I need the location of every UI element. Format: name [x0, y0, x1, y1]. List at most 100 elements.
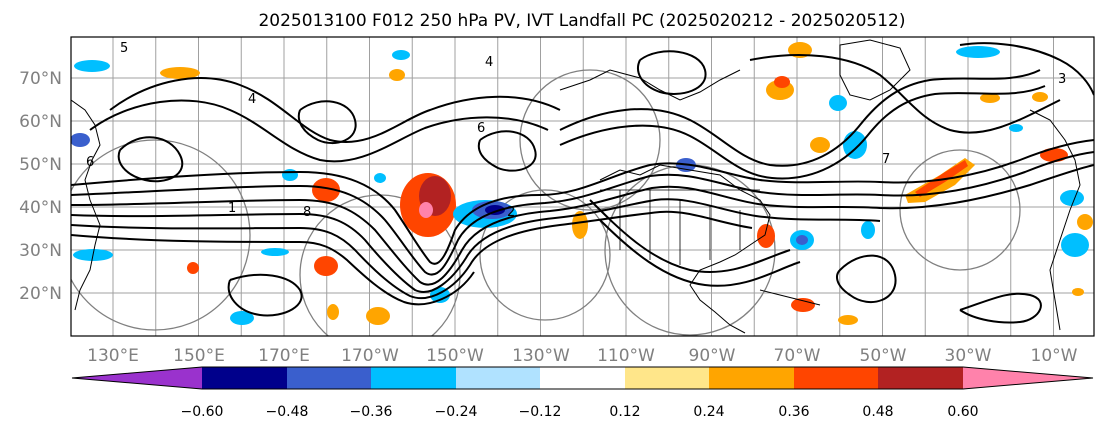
pv-anomaly-fill: [829, 95, 847, 111]
map-frame: [70, 36, 1095, 337]
lat-tick-label: 40°N: [19, 198, 62, 218]
contour-label: 6: [477, 121, 485, 136]
colorbar-tick-label: −0.12: [519, 404, 562, 420]
contour-label: 5: [120, 41, 128, 56]
pv-anomaly-fill: [1077, 214, 1093, 230]
pv-contours: [71, 42, 1094, 324]
colorbar-bin: [709, 367, 794, 389]
great-circle-1: [71, 139, 251, 331]
europe-africa-coast: [1029, 109, 1081, 331]
lat-tick-label: 70°N: [19, 69, 62, 89]
colorbar-bin: [287, 367, 371, 389]
colorbar-bin: [794, 367, 878, 389]
pv-anomaly-fill: [915, 160, 968, 197]
canada-coast: [559, 69, 741, 101]
pv-anomaly-fill: [956, 46, 1000, 58]
great-circle-4: [519, 69, 661, 211]
pv-contour-line: [559, 85, 1046, 180]
pv-anomaly-fill: [389, 69, 405, 81]
figure-title: 2025013100 F012 250 hPa PV, IVT Landfall…: [258, 11, 905, 31]
pv-anomaly-fill: [392, 50, 410, 60]
colorbar-bin: [625, 367, 709, 389]
contour-label: 2: [507, 205, 515, 220]
pv-contour-line: [559, 69, 1041, 167]
colorbar-tick-label: 0.36: [778, 404, 809, 420]
colorbar-tick-label: 0.60: [947, 404, 978, 420]
contour-label: 8: [303, 205, 311, 220]
lat-tick-label: 50°N: [19, 155, 62, 175]
pv-contour-line: [589, 199, 791, 273]
pv-contour-line: [637, 50, 707, 95]
colorbar-tick-label: −0.24: [435, 404, 478, 420]
pv-contour-line: [836, 254, 897, 304]
great-circle-3: [479, 189, 611, 321]
lon-tick-label: 30°W: [945, 346, 992, 366]
asia-coast: [71, 99, 101, 311]
pv-anomaly-fill: [312, 178, 340, 202]
colorbar-bin: [371, 367, 456, 389]
pv-anomaly-fill: [1072, 288, 1084, 296]
colorbar-tick-label: −0.36: [350, 404, 393, 420]
lon-tick-label: 110°W: [597, 346, 655, 366]
lat-tick-label: 30°N: [19, 241, 62, 261]
contour-label: 4: [485, 55, 493, 70]
pv-contour-line: [749, 54, 1061, 134]
pv-contour-line: [109, 77, 561, 143]
pv-contour-line: [117, 136, 184, 183]
pv-contour-line: [599, 219, 801, 287]
pv-anomaly-fill: [796, 235, 808, 245]
pv-anomaly-fill: [774, 76, 790, 88]
colorbar-tick-label: 0.12: [609, 404, 640, 420]
colorbar-tick-label: 0.48: [862, 404, 893, 420]
lon-tick-label: 170°E: [258, 346, 310, 366]
lon-tick-label: 130°E: [87, 346, 139, 366]
pv-anomaly-fill: [1060, 190, 1084, 206]
pv-anomaly-fill: [1040, 148, 1068, 162]
us-borders: [600, 189, 760, 265]
colorbar-extend-high: [963, 367, 1093, 389]
colorbar-bin: [878, 367, 963, 389]
pv-anomaly-fill: [282, 169, 298, 181]
lon-tick-label: 150°W: [426, 346, 484, 366]
pv-contour-line: [477, 130, 537, 172]
pv-anomaly-fill: [572, 211, 588, 239]
pv-anomaly-fill: [843, 131, 867, 159]
contour-labels: 5 4 1 6 8 2 7 3 4 6: [86, 41, 1066, 220]
caribbean-coast: [759, 289, 821, 306]
pv-anomaly-fill: [810, 137, 830, 153]
pv-anomaly-fill: [187, 262, 199, 274]
colorbar-extend-low: [72, 367, 202, 389]
pv-anomaly-fill: [1061, 233, 1089, 257]
map-panel: 5 4 1 6 8 2 7 3 4 6: [70, 36, 1095, 337]
colorbar-ticks: −0.60 −0.48 −0.36 −0.24 −0.12 0.12 0.24 …: [181, 404, 979, 420]
pv-anomaly-fill: [71, 133, 90, 147]
contour-label: 7: [882, 152, 890, 167]
great-circle-6: [899, 149, 1021, 271]
pv-anomaly-fill: [419, 202, 433, 218]
pv-contour-line: [71, 234, 475, 306]
pv-anomaly-fill: [366, 307, 390, 325]
lon-tick-label: 170°W: [341, 346, 399, 366]
pv-anomaly-fill: [485, 205, 505, 215]
pv-contour-line: [89, 99, 549, 163]
pv-contour-line: [71, 139, 1094, 265]
colorbar: −0.60 −0.48 −0.36 −0.24 −0.12 0.12 0.24 …: [71, 366, 1094, 420]
pv-anomaly-fill: [980, 93, 1000, 103]
pv-anomaly-fill: [374, 173, 386, 183]
colorbar-bin: [540, 367, 625, 389]
lon-tick-label: 50°W: [860, 346, 907, 366]
pv-anomaly-fill: [791, 298, 815, 312]
pv-anomaly-fill: [74, 60, 110, 72]
pv-anomaly-fill: [160, 67, 200, 79]
lon-tick-label: 10°W: [1031, 346, 1078, 366]
pv-anomaly-fill: [261, 248, 289, 256]
pv-anomaly-fill: [757, 224, 775, 248]
lat-tick-label: 60°N: [19, 112, 62, 132]
lat-tick-label: 20°N: [19, 284, 62, 304]
pv-contour-line: [71, 210, 753, 299]
pv-contour-line: [227, 273, 303, 317]
pv-contour-line: [71, 198, 881, 293]
contour-label: 4: [248, 92, 256, 107]
contour-label: 1: [228, 201, 236, 216]
greenland-coast: [839, 39, 911, 101]
